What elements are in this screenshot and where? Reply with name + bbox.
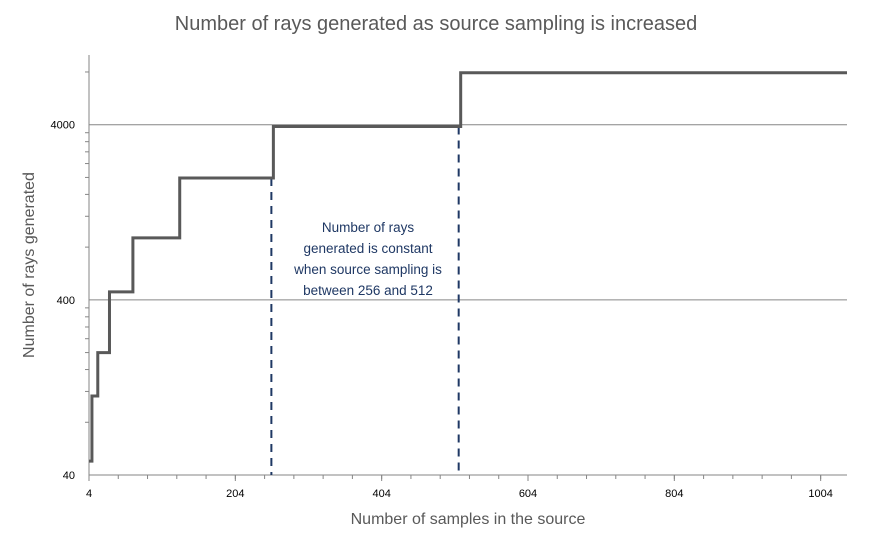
- annotation-line: Number of rays: [322, 220, 415, 235]
- annotation-line: when source sampling is: [293, 262, 442, 277]
- chart-title: Number of rays generated as source sampl…: [175, 13, 697, 35]
- y-axis-label: Number of rays generated: [21, 172, 38, 358]
- y-tick-label: 40: [63, 470, 75, 482]
- x-tick-label: 404: [372, 488, 390, 500]
- x-tick-label: 204: [226, 488, 244, 500]
- x-tick-label: 604: [519, 488, 537, 500]
- series-line-rays: [89, 71, 847, 463]
- y-tick-label: 4000: [51, 120, 75, 132]
- x-tick-label: 4: [86, 488, 92, 500]
- x-tick-label: 804: [665, 488, 683, 500]
- x-axis-label: Number of samples in the source: [351, 511, 586, 528]
- annotation-line: generated is constant: [303, 241, 432, 256]
- x-tick-label: 1004: [808, 488, 832, 500]
- annotation-line: between 256 and 512: [303, 283, 433, 298]
- y-tick-label: 400: [57, 295, 75, 307]
